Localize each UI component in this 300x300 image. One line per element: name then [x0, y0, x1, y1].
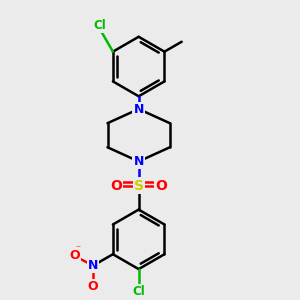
- Text: Cl: Cl: [94, 19, 106, 32]
- Text: O: O: [110, 178, 122, 193]
- Text: Cl: Cl: [132, 285, 145, 298]
- Text: O: O: [69, 249, 80, 262]
- Text: ⁻: ⁻: [75, 245, 80, 255]
- Text: N: N: [134, 103, 144, 116]
- Text: N: N: [134, 103, 144, 116]
- Text: N: N: [88, 259, 98, 272]
- Text: S: S: [134, 178, 144, 193]
- Text: O: O: [155, 178, 167, 193]
- Text: O: O: [88, 280, 98, 293]
- Text: N: N: [134, 155, 144, 168]
